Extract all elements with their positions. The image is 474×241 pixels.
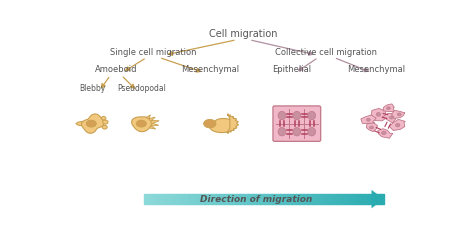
Ellipse shape bbox=[308, 127, 316, 136]
Polygon shape bbox=[366, 123, 377, 132]
Ellipse shape bbox=[137, 120, 146, 127]
Polygon shape bbox=[76, 121, 83, 126]
Polygon shape bbox=[151, 123, 159, 126]
Polygon shape bbox=[371, 108, 388, 121]
Ellipse shape bbox=[101, 116, 106, 120]
Ellipse shape bbox=[204, 119, 216, 128]
Polygon shape bbox=[383, 113, 399, 123]
Polygon shape bbox=[82, 114, 104, 133]
Ellipse shape bbox=[395, 123, 400, 127]
Polygon shape bbox=[146, 115, 150, 119]
Ellipse shape bbox=[278, 111, 286, 120]
Ellipse shape bbox=[293, 127, 301, 136]
Polygon shape bbox=[372, 190, 384, 208]
Polygon shape bbox=[149, 117, 155, 121]
Polygon shape bbox=[392, 110, 405, 118]
Ellipse shape bbox=[390, 116, 393, 119]
Polygon shape bbox=[132, 117, 153, 132]
Ellipse shape bbox=[366, 118, 370, 121]
Text: Direction of migration: Direction of migration bbox=[200, 194, 312, 204]
Ellipse shape bbox=[102, 125, 107, 129]
Ellipse shape bbox=[86, 120, 96, 127]
Ellipse shape bbox=[308, 111, 316, 120]
Polygon shape bbox=[361, 115, 376, 123]
Ellipse shape bbox=[370, 126, 374, 129]
Text: Collective cell migration: Collective cell migration bbox=[275, 48, 377, 57]
Polygon shape bbox=[227, 114, 238, 133]
Text: Pseudopodal: Pseudopodal bbox=[117, 84, 166, 93]
Text: Cell migration: Cell migration bbox=[209, 29, 277, 39]
Text: Epithelial: Epithelial bbox=[272, 65, 311, 74]
Polygon shape bbox=[151, 120, 159, 124]
Polygon shape bbox=[383, 104, 394, 112]
Text: Mesenchymal: Mesenchymal bbox=[182, 65, 240, 74]
Ellipse shape bbox=[293, 111, 301, 120]
Text: Amoeboid: Amoeboid bbox=[95, 65, 137, 74]
Polygon shape bbox=[389, 119, 405, 130]
Text: Blebby: Blebby bbox=[80, 84, 106, 93]
FancyBboxPatch shape bbox=[273, 106, 321, 141]
Ellipse shape bbox=[103, 120, 108, 124]
Polygon shape bbox=[210, 119, 236, 133]
Ellipse shape bbox=[278, 127, 286, 136]
Polygon shape bbox=[149, 126, 156, 129]
Text: Mesenchymal: Mesenchymal bbox=[347, 65, 405, 74]
Polygon shape bbox=[378, 129, 393, 138]
Ellipse shape bbox=[376, 113, 381, 116]
Ellipse shape bbox=[382, 131, 386, 135]
Ellipse shape bbox=[387, 107, 390, 110]
Text: Single cell migration: Single cell migration bbox=[109, 48, 196, 57]
Ellipse shape bbox=[397, 113, 401, 116]
